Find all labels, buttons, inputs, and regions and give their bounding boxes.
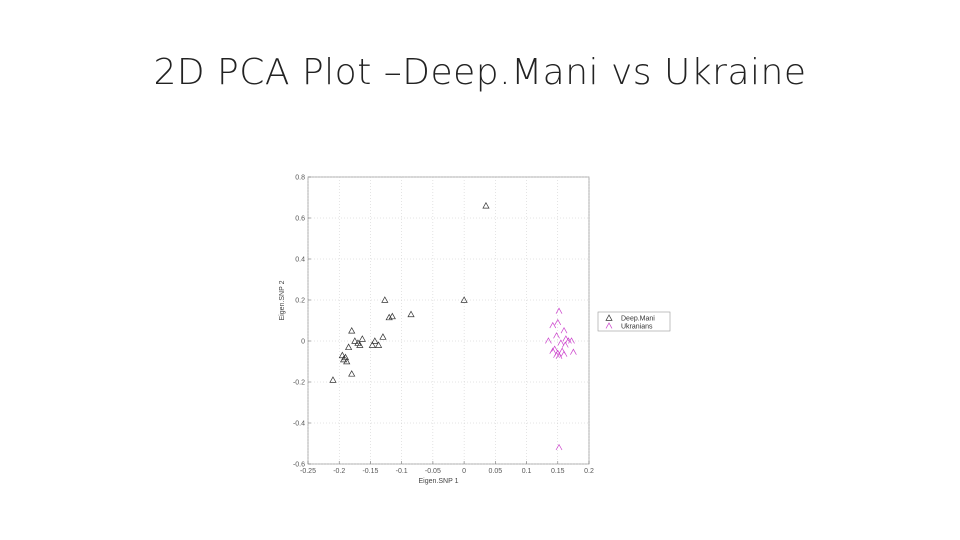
legend-marker-icon: [605, 322, 613, 329]
legend-label: Deep.Mani: [621, 316, 655, 323]
y-axis-label: Eigen.SNP 2: [279, 280, 286, 320]
y-tick-label: 0.8: [295, 175, 305, 182]
ukranians-point: [549, 321, 557, 329]
y-axis-ticks: 0.8 0.6 0.4 0.2 0 -0.2 -0.4 -0.6: [293, 175, 311, 469]
x-tick-label: -0.25: [300, 468, 316, 475]
ukranians-point: [557, 339, 565, 346]
ukranians-point: [555, 443, 563, 451]
grid-lines: [307, 176, 590, 465]
y-tick-label: 0.6: [295, 216, 305, 223]
y-tick-label: 0: [301, 339, 305, 346]
y-tick-label: 0.2: [295, 298, 305, 305]
ukranians-point: [549, 347, 557, 354]
ukranians-point: [555, 307, 563, 314]
x-tick-label: -0.15: [362, 468, 378, 475]
ukranians-point: [551, 345, 558, 352]
deep-mani-point: [460, 296, 468, 303]
deep-mani-point: [348, 370, 356, 377]
ukranians-point: [568, 337, 575, 344]
x-tick-label: -0.2: [333, 468, 345, 475]
x-axis-label: Eigen.SNP 1: [419, 478, 459, 485]
x-tick-label: 0.05: [489, 468, 503, 475]
x-tick-label: -0.05: [425, 468, 441, 475]
deep-mani-point: [385, 313, 393, 321]
legend-label: Ukranians: [621, 324, 653, 331]
ukranians-point: [554, 318, 562, 326]
deep-mani-point: [344, 343, 353, 350]
x-tick-label: 0.15: [551, 468, 565, 475]
deep-mani-point: [351, 337, 359, 344]
deep-mani-point: [348, 327, 356, 334]
y-tick-label: 0.4: [295, 257, 305, 264]
y-tick-label: -0.4: [293, 421, 305, 428]
deep-mani-point: [379, 333, 387, 340]
deep-mani-point: [338, 351, 346, 359]
ukranians-point: [570, 348, 577, 355]
ukranians-point: [561, 341, 569, 348]
x-tick-label: -0.1: [396, 468, 408, 475]
deep-mani-point: [371, 337, 379, 344]
x-tick-label: 0: [462, 468, 466, 475]
y-tick-label: -0.6: [293, 462, 305, 469]
y-tick-label: -0.2: [293, 380, 305, 387]
data-points: [329, 201, 577, 451]
x-axis-ticks: -0.25 -0.2 -0.15 -0.1 -0.05 0 0.05 0.1 0.15 0.2: [300, 461, 594, 475]
deep-mani-point: [329, 376, 337, 383]
deep-mani-point: [388, 312, 396, 320]
legend-box: [597, 311, 671, 332]
ukranians-point: [553, 351, 560, 358]
legend-marker-icon: [605, 314, 613, 321]
deep-mani-point: [358, 335, 366, 342]
deep-mani-point: [374, 341, 383, 348]
ukranians-point: [545, 337, 552, 344]
deep-mani-point: [368, 341, 376, 348]
deep-mani-point: [482, 201, 490, 209]
ukranians-point: [553, 332, 560, 339]
plot-border: [307, 176, 590, 465]
x-tick-label: 0.1: [522, 468, 532, 475]
ukranians-point: [555, 352, 563, 359]
ukranians-point: [560, 350, 568, 357]
plot-area: [307, 176, 590, 465]
slide-title: 2D PCA Plot –Deep.Mani vs Ukraine: [153, 52, 807, 93]
deep-mani-point: [356, 341, 364, 348]
deep-mani-point: [343, 357, 351, 365]
x-tick-label: 0.2: [584, 468, 594, 475]
deep-mani-point: [407, 310, 415, 318]
ukranians-point: [565, 337, 572, 344]
ukranians-point: [560, 327, 568, 334]
deep-mani-point: [381, 296, 389, 303]
deep-mani-point: [339, 355, 348, 363]
